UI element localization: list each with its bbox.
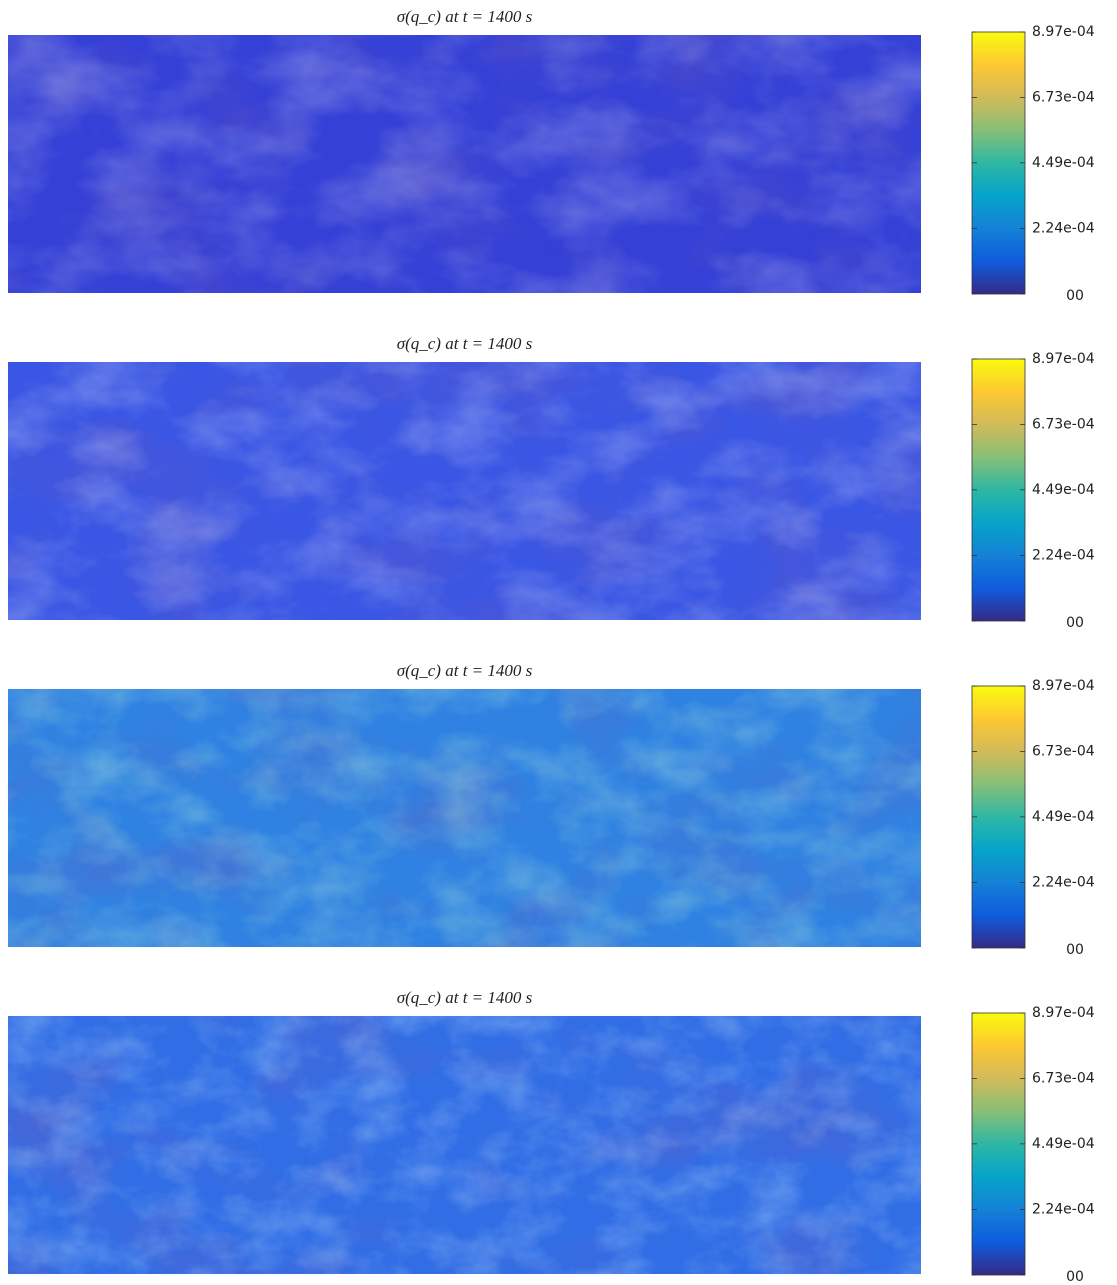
colorbar-tick-label: 00 xyxy=(1066,615,1084,631)
colorbar-tick-label: 4.49e-04 xyxy=(1032,1136,1095,1152)
colorbar xyxy=(971,31,1026,295)
panel-title: σ(q_c) at t = 1400 s xyxy=(397,7,533,26)
colorbar-tick-label: 8.97e-04 xyxy=(1032,678,1095,694)
colorbar-tick-label: 8.97e-04 xyxy=(1032,24,1095,40)
colorbar xyxy=(971,685,1026,949)
colorbar-tick-label: 8.97e-04 xyxy=(1032,1005,1095,1021)
panel-title: σ(q_c) at t = 1400 s xyxy=(397,661,533,680)
colorbar-tick-label: 4.49e-04 xyxy=(1032,482,1095,498)
colorbar-tick-label: 00 xyxy=(1066,1269,1084,1285)
panel-title: σ(q_c) at t = 1400 s xyxy=(397,334,533,353)
colorbar xyxy=(971,358,1026,622)
colorbar-tick-label: 8.97e-04 xyxy=(1032,351,1095,367)
colorbar-tick-label: 6.73e-04 xyxy=(1032,89,1095,105)
field xyxy=(8,362,921,620)
field-texture xyxy=(8,35,921,293)
colorbar-tick-label: 00 xyxy=(1066,942,1084,958)
colorbar-tick-label: 2.24e-04 xyxy=(1032,875,1095,891)
colorbar-tick-label: 6.73e-04 xyxy=(1032,1070,1095,1086)
field-texture xyxy=(8,1016,921,1274)
field xyxy=(8,35,921,293)
colorbar xyxy=(971,1012,1026,1276)
panel-title: σ(q_c) at t = 1400 s xyxy=(397,988,533,1007)
field-texture xyxy=(8,362,921,620)
field xyxy=(8,1016,921,1274)
colorbar-tick-label: 4.49e-04 xyxy=(1032,155,1095,171)
colorbar-tick-label: 6.73e-04 xyxy=(1032,416,1095,432)
field-texture xyxy=(8,689,921,947)
colorbar-tick-label: 4.49e-04 xyxy=(1032,809,1095,825)
colorbar-tick-label: 2.24e-04 xyxy=(1032,1202,1095,1218)
colorbar-tick-label: 2.24e-04 xyxy=(1032,221,1095,237)
colorbar-tick-label: 6.73e-04 xyxy=(1032,743,1095,759)
colorbar-tick-label: 00 xyxy=(1066,288,1084,304)
field xyxy=(8,689,921,947)
colorbar-tick-label: 2.24e-04 xyxy=(1032,548,1095,564)
